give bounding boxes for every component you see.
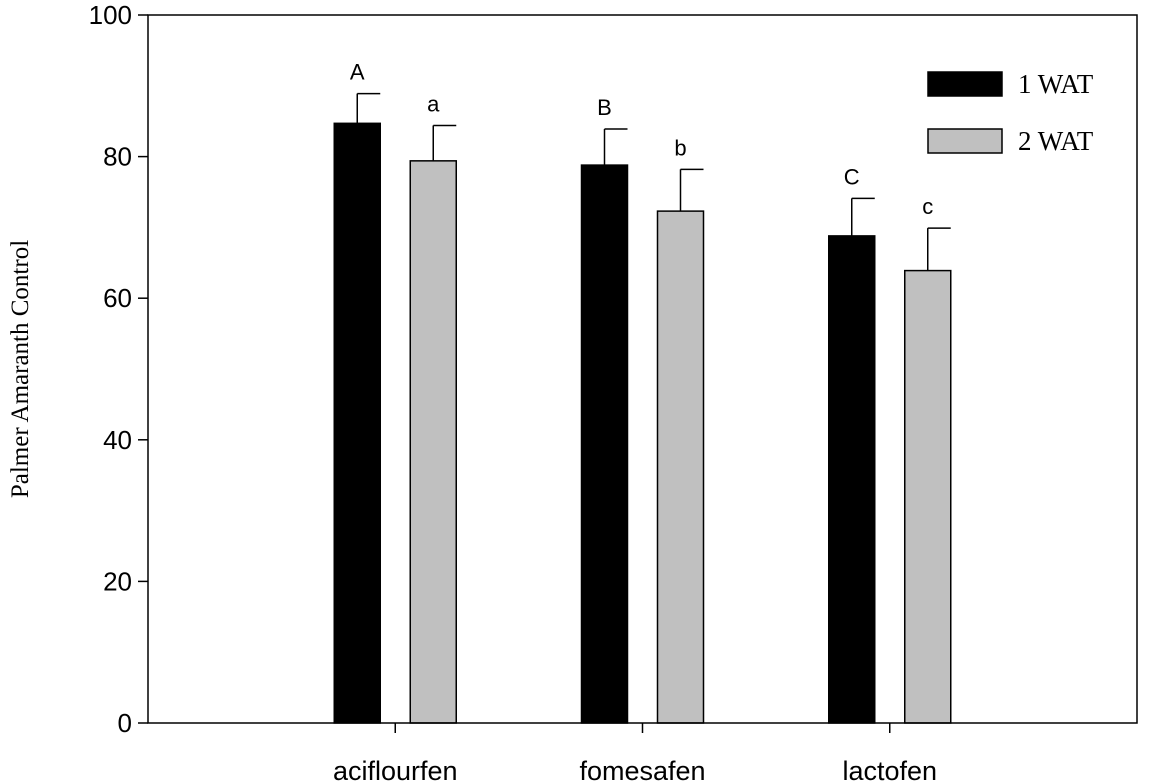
y-tick-label: 80 — [103, 142, 132, 172]
legend-label: 2 WAT — [1018, 126, 1094, 156]
x-category-label: lactofen — [842, 756, 937, 784]
legend-label: 1 WAT — [1018, 69, 1094, 99]
x-category-label: fomesafen — [579, 756, 705, 784]
bar — [580, 164, 629, 724]
legend-swatch — [927, 128, 1003, 154]
significance-letter: B — [597, 95, 612, 120]
x-category-label: aciflourfen — [333, 756, 458, 784]
significance-letter: b — [674, 135, 686, 160]
legend-swatch — [927, 71, 1003, 97]
significance-letter: a — [427, 91, 440, 116]
legend: 1 WAT 2 WAT — [927, 69, 1094, 156]
y-axis-title: Palmer Amaranth Control — [7, 240, 34, 498]
y-axis-ticks: 0 20 40 60 80 100 — [89, 0, 148, 738]
bar — [828, 235, 876, 724]
y-tick-label: 100 — [89, 0, 132, 30]
y-tick-label: 60 — [103, 283, 132, 313]
bar — [333, 122, 381, 724]
y-tick-label: 0 — [118, 708, 132, 738]
bar — [656, 210, 705, 724]
significance-letter: C — [844, 164, 860, 189]
plot-area-frame — [147, 14, 1138, 724]
bar — [409, 160, 457, 724]
significance-letter: A — [350, 60, 365, 85]
x-axis-ticks: aciflourfen fomesafen lactofen — [333, 723, 937, 784]
y-tick-label: 20 — [103, 566, 132, 596]
significance-letter: c — [922, 194, 933, 219]
bar-series-group: Aa Bb Cc — [333, 60, 952, 724]
y-tick-label: 40 — [103, 425, 132, 455]
bar — [904, 269, 952, 724]
